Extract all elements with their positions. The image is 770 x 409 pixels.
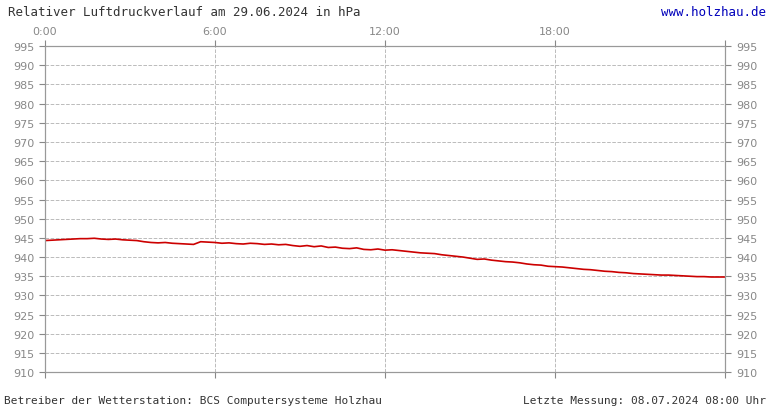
Text: Relativer Luftdruckverlauf am 29.06.2024 in hPa: Relativer Luftdruckverlauf am 29.06.2024… (8, 6, 360, 19)
Text: www.holzhau.de: www.holzhau.de (661, 6, 766, 19)
Text: Betreiber der Wetterstation: BCS Computersysteme Holzhau: Betreiber der Wetterstation: BCS Compute… (4, 395, 382, 405)
Text: Letzte Messung: 08.07.2024 08:00 Uhr: Letzte Messung: 08.07.2024 08:00 Uhr (523, 395, 766, 405)
